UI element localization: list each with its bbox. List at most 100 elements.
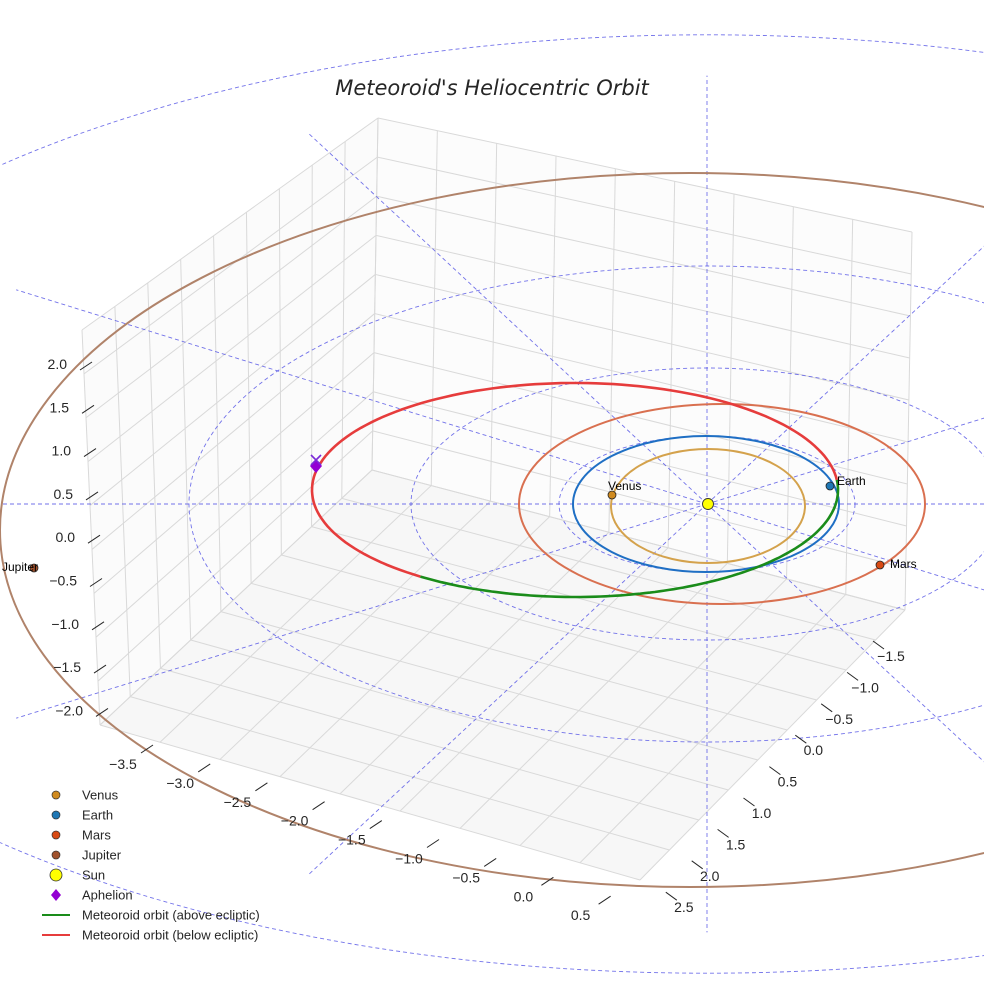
grid-line — [160, 667, 700, 821]
y-tick-mark — [665, 891, 678, 901]
x-tick-mark — [541, 876, 554, 886]
orbit-jupiter — [0, 172, 984, 888]
planet-label-jupiter: Jupiter — [2, 560, 38, 574]
grid-line — [549, 155, 557, 517]
x-tick-label: 0.5 — [571, 907, 591, 923]
axis-ticks: 2.01.51.00.50.0−0.5−1.0−1.5−2.0−3.5−3.0−… — [48, 356, 906, 923]
aphelion-cross-icon — [310, 454, 322, 466]
legend-marker — [51, 850, 61, 860]
meteoroid-orbit-below — [310, 381, 839, 578]
x-tick-mark — [426, 839, 440, 848]
meteoroid-orbit-above — [420, 479, 840, 599]
x-tick-label: 0.0 — [514, 888, 534, 904]
orbit-earth — [572, 435, 840, 573]
y-tick-label: −1.5 — [877, 648, 905, 664]
z-tick-label: 0.5 — [54, 486, 74, 502]
z-tick-label: 1.0 — [52, 443, 72, 459]
grid-line — [85, 195, 377, 419]
grid-line — [459, 562, 728, 829]
grid-line — [608, 168, 616, 533]
legend-marker — [51, 830, 61, 840]
legend-label: Meteoroid orbit (above ecliptic) — [82, 908, 260, 923]
legend-label: Earth — [82, 808, 113, 823]
grid-line — [371, 117, 379, 471]
grid-line — [114, 306, 131, 697]
grid-line — [87, 234, 377, 463]
grid-line — [159, 485, 432, 743]
x-tick-mark — [197, 763, 211, 773]
axis-panes — [82, 118, 912, 880]
x-tick-mark — [483, 857, 497, 867]
x-tick-label: −0.5 — [452, 869, 480, 885]
planet-marker-earth — [825, 481, 835, 491]
y-tick-label: 1.5 — [726, 836, 746, 852]
x-tick-label: −1.0 — [395, 851, 423, 867]
legend-marker — [51, 810, 61, 820]
z-tick-label: 2.0 — [48, 356, 68, 372]
y-tick-mark — [691, 860, 703, 870]
markers: Venus Earth Mars Jupiter — [2, 454, 917, 574]
back-pane — [372, 118, 912, 610]
x-tick-label: −1.5 — [338, 832, 366, 848]
grid-line — [180, 259, 192, 641]
orbits — [0, 172, 984, 888]
grid-line — [220, 611, 758, 761]
z-tick-mark — [79, 361, 93, 371]
grid-line — [845, 219, 854, 595]
grid-line — [250, 582, 788, 731]
grid-line — [279, 516, 551, 778]
grid-line — [377, 117, 913, 233]
grid-line — [89, 274, 376, 506]
y-tick-mark — [872, 640, 885, 650]
grid-line — [371, 469, 906, 611]
grid-line — [278, 188, 282, 556]
grid-line — [311, 526, 847, 671]
orbit-mars — [518, 403, 926, 605]
orbit-venus — [610, 448, 806, 564]
grid-line — [341, 497, 876, 641]
grid-line — [95, 391, 374, 638]
grid-line — [219, 500, 491, 760]
planet-marker-mars — [875, 560, 885, 570]
grid-line — [83, 156, 378, 375]
planet-label-earth: Earth — [837, 474, 866, 488]
x-tick-label: −3.5 — [109, 756, 137, 772]
grid-line — [281, 554, 817, 701]
legend-marker — [49, 868, 63, 882]
grid-line — [579, 594, 847, 864]
grid-line — [374, 313, 909, 443]
planet-label-mars: Mars — [890, 557, 917, 571]
x-tick-label: −2.0 — [281, 813, 309, 829]
grid-line — [376, 195, 911, 317]
ecliptic-spoke — [706, 503, 984, 591]
legend-label: Mars — [82, 828, 111, 843]
x-tick-label: −2.5 — [224, 794, 252, 810]
y-tick-mark — [717, 828, 729, 838]
x-tick-mark — [312, 801, 325, 811]
z-tick-label: −1.5 — [53, 659, 81, 675]
z-tick-mark — [81, 404, 95, 414]
z-tick-mark — [87, 534, 101, 544]
grid-line — [147, 282, 161, 669]
y-tick-label: −1.0 — [851, 679, 879, 695]
legend: Venus Earth Mars Jupiter Sun Aphelion Meteoroi… — [42, 788, 260, 943]
z-tick-label: 0.0 — [56, 529, 76, 545]
chart-title: Meteoroid's Heliocentric Orbit — [335, 76, 649, 100]
legend-label: Jupiter — [82, 848, 122, 863]
grid-lines — [81, 117, 913, 881]
x-tick-mark — [369, 820, 383, 830]
legend-label: Venus — [82, 788, 119, 803]
left-pane — [82, 118, 378, 725]
grid-line — [375, 234, 910, 359]
grid-line — [97, 430, 374, 682]
x-tick-mark — [598, 895, 611, 905]
z-tick-mark — [83, 448, 97, 458]
legend-marker — [51, 790, 61, 800]
legend-label: Meteoroid orbit (below ecliptic) — [82, 928, 258, 943]
legend-diamond-icon — [51, 889, 61, 901]
grid-line — [667, 181, 676, 548]
grid-line — [81, 329, 101, 726]
grid-line — [786, 206, 794, 579]
grid-line — [99, 724, 641, 881]
planet-label-venus: Venus — [608, 479, 641, 493]
